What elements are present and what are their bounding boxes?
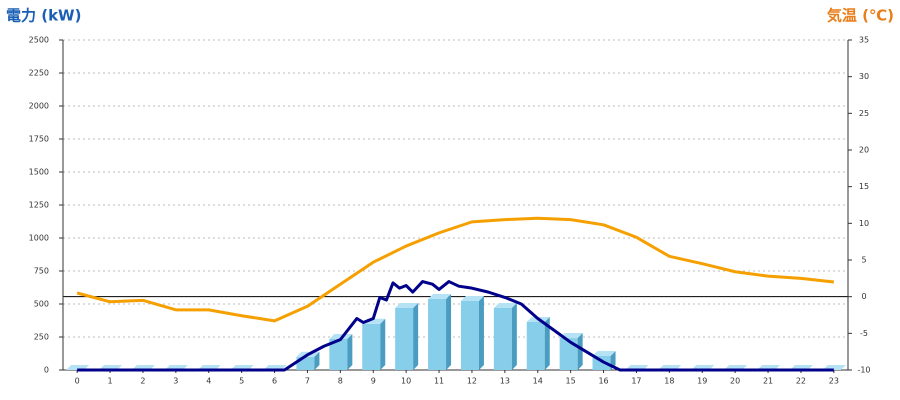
bar-front (428, 298, 447, 370)
bar-front (460, 300, 479, 370)
y-tick-label: 750 (34, 267, 49, 276)
x-tick-label: 15 (566, 377, 576, 386)
bar-front (329, 338, 348, 370)
bar-front (362, 323, 381, 370)
bar-side (314, 351, 320, 370)
x-tick-label: 16 (598, 377, 608, 386)
bar-side (347, 333, 353, 370)
bar (526, 316, 550, 370)
bar-top (395, 302, 419, 308)
y2-tick-label: 35 (859, 36, 869, 45)
x-tick-label: 8 (338, 377, 343, 386)
x-tick-label: 11 (434, 377, 444, 386)
bar-front (559, 338, 578, 370)
bar (428, 293, 452, 370)
y2-tick-label: 25 (859, 109, 869, 118)
bar-side (544, 316, 550, 370)
x-tick-label: 23 (829, 377, 839, 386)
y-tick-label: 2000 (29, 102, 49, 111)
y2-tick-label: 10 (859, 219, 869, 228)
x-tick-label: 0 (75, 377, 80, 386)
x-tick-label: 20 (730, 377, 740, 386)
x-tick-label: 19 (697, 377, 707, 386)
y2-tick-label: 20 (859, 146, 869, 155)
y-tick-label: 2500 (29, 36, 49, 45)
bar (362, 318, 386, 370)
y2-tick-label: 30 (859, 72, 869, 81)
y-tick-label: 1500 (29, 168, 49, 177)
x-tick-label: 4 (206, 377, 211, 386)
x-tick-label: 22 (796, 377, 806, 386)
x-tick-label: 12 (467, 377, 477, 386)
y2-axis-title: 気温 (℃) (827, 7, 894, 25)
x-tick-label: 13 (500, 377, 510, 386)
y-tick-label: 500 (34, 300, 49, 309)
bar-top (428, 293, 452, 299)
y2-tick-label: 5 (861, 256, 866, 265)
bar-front (526, 321, 545, 370)
y-tick-label: 0 (44, 366, 49, 375)
line (77, 280, 834, 372)
bar-front (493, 307, 512, 370)
x-tick-label: 7 (305, 377, 310, 386)
bar-side (577, 333, 583, 370)
x-tick-label: 17 (631, 377, 641, 386)
x-tick-label: 9 (371, 377, 376, 386)
line (76, 216, 835, 323)
bar-top (592, 351, 616, 357)
bar-side (413, 302, 419, 370)
bar-side (478, 295, 484, 370)
y2-tick-label: 0 (861, 292, 866, 301)
bar (395, 302, 419, 370)
y-tick-label: 2250 (29, 69, 49, 78)
bar-top (460, 295, 484, 301)
bar-side (446, 293, 452, 370)
x-tick-label: 2 (140, 377, 145, 386)
bar-top (329, 333, 353, 339)
bar-side (511, 302, 517, 370)
x-tick-label: 1 (108, 377, 113, 386)
y-tick-label: 1750 (29, 135, 49, 144)
y2-tick-label: -10 (857, 366, 870, 375)
x-tick-label: 3 (173, 377, 178, 386)
y2-tick-label: 15 (859, 182, 869, 191)
y-axis-title: 電力 (kW) (6, 7, 81, 25)
bar-top (493, 302, 517, 308)
x-tick-label: 14 (533, 377, 543, 386)
y2-tick-label: -5 (860, 329, 868, 338)
bar-side (380, 318, 386, 370)
x-tick-label: 18 (664, 377, 674, 386)
y-tick-label: 1000 (29, 234, 49, 243)
bar (329, 333, 353, 370)
bar-front (395, 307, 414, 370)
y-tick-label: 250 (34, 333, 49, 342)
bar (493, 302, 517, 370)
x-tick-label: 10 (401, 377, 411, 386)
x-tick-label: 21 (763, 377, 773, 386)
bar (460, 295, 484, 370)
x-tick-label: 6 (272, 377, 277, 386)
x-tick-label: 5 (239, 377, 244, 386)
y-tick-label: 1250 (29, 201, 49, 210)
